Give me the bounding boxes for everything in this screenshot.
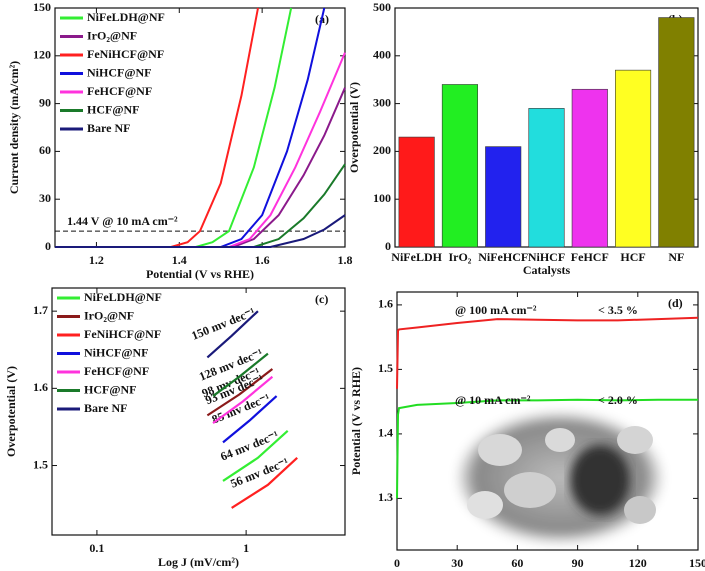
x-axis-label: Log J (mV/cm²): [158, 555, 239, 569]
annotation: < 2.0 %: [598, 393, 638, 407]
sem-grain: [624, 496, 656, 524]
data-line: [55, 7, 259, 248]
sem-grain: [545, 428, 575, 452]
x-tick-label: 1: [243, 541, 249, 555]
legend-label: FeHCF@NF: [87, 84, 152, 98]
sem-grain: [617, 426, 653, 454]
sem-grain: [504, 472, 556, 508]
x-axis-label: Catalysts: [523, 263, 571, 277]
data-line: [396, 398, 698, 499]
x-tick-label: NiHCF: [528, 250, 565, 264]
x-tick-label: IrO₂: [448, 250, 471, 264]
y-tick-label: 1.5: [378, 361, 393, 375]
y-axis-label: Overpotential (V): [347, 82, 361, 173]
sem-inset: [455, 410, 665, 545]
y-tick-label: 1.7: [33, 303, 48, 317]
y-tick-label: 120: [33, 48, 51, 62]
x-tick-label: NiFeLDH: [391, 250, 442, 264]
legend-label: Bare NF: [87, 121, 130, 135]
x-tick-label: 90: [572, 556, 584, 570]
plot-frame: [51, 287, 346, 536]
y-tick-label: 1.3: [378, 490, 393, 504]
legend-label: FeHCF@NF: [84, 364, 149, 378]
x-tick-label: 0: [394, 556, 400, 570]
legend-label: FeNiHCF@NF: [87, 47, 164, 61]
data-line: [212, 375, 274, 424]
y-tick-label: 1.6: [378, 297, 393, 311]
data-line: [396, 316, 699, 389]
x-tick-label: 150: [689, 556, 705, 570]
y-tick-label: 1.6: [33, 380, 48, 394]
y-tick-label: 0: [45, 239, 51, 253]
y-tick-label: 100: [373, 191, 391, 205]
x-tick-label: 0.1: [89, 541, 104, 555]
x-tick-label: 1.8: [338, 253, 353, 267]
data-line: [212, 352, 269, 397]
data-line: [206, 368, 274, 417]
x-tick-label: 120: [629, 556, 647, 570]
x-axis-label: Potential (V vs RHE): [146, 267, 254, 281]
panel-label: (c): [315, 292, 328, 306]
y-tick-label: 60: [39, 143, 51, 157]
bar: [658, 17, 695, 248]
x-tick-label: NF: [668, 250, 684, 264]
legend-label: FeNiHCF@NF: [84, 327, 161, 341]
x-tick-label: FeHCF: [571, 250, 609, 264]
annotation: @ 10 mA cm⁻²: [455, 393, 531, 407]
bar: [398, 136, 435, 248]
x-tick-label: 1.4: [172, 253, 187, 267]
slope-label: 150 mv dec⁻¹: [189, 304, 257, 342]
legend-label: IrO₂@NF: [87, 28, 137, 42]
x-tick-label: NiFeHCF: [478, 250, 528, 264]
legend-label: HCF@NF: [84, 382, 137, 396]
annotation: < 3.5 %: [598, 303, 638, 317]
bar: [441, 84, 478, 248]
bar: [528, 108, 565, 248]
y-tick-label: 1.5: [33, 457, 48, 471]
x-axis-label: Time (h): [525, 570, 569, 571]
x-tick-label: 1.2: [89, 253, 104, 267]
sem-pore: [570, 445, 630, 515]
y-tick-label: 90: [39, 95, 51, 109]
x-tick-label: 30: [451, 556, 463, 570]
y-axis-label: Potential (V vs RHE): [349, 367, 363, 475]
data-line: [222, 395, 278, 444]
annotation: @ 100 mA cm⁻²: [455, 303, 537, 317]
panel-label: (d): [668, 296, 683, 310]
y-tick-label: 300: [373, 95, 391, 109]
legend-label: NiHCF@NF: [87, 65, 152, 79]
y-axis-label: Overpotential (V): [4, 366, 18, 457]
y-tick-label: 400: [373, 48, 391, 62]
y-tick-label: 1.4: [378, 426, 393, 440]
y-axis-label: Current density (mA/cm²): [7, 61, 21, 194]
x-tick-label: 1.6: [255, 253, 270, 267]
sem-grain: [478, 434, 522, 466]
sem-grain: [467, 491, 503, 519]
y-tick-label: 0: [385, 239, 391, 253]
y-tick-label: 200: [373, 143, 391, 157]
data-line: [55, 214, 346, 248]
legend-label: NiHCF@NF: [84, 345, 149, 359]
data-line: [55, 163, 346, 248]
y-tick-label: 30: [39, 191, 51, 205]
x-tick-label: 60: [511, 556, 523, 570]
legend-label: NiFeLDH@NF: [87, 10, 165, 24]
legend-label: Bare NF: [84, 401, 127, 415]
bar: [485, 146, 522, 248]
data-line: [222, 429, 289, 482]
y-tick-label: 500: [373, 0, 391, 14]
legend-label: IrO₂@NF: [84, 308, 134, 322]
y-tick-label: 150: [33, 0, 51, 14]
legend-label: HCF@NF: [87, 102, 140, 116]
annotation: 1.44 V @ 10 mA cm⁻²: [67, 214, 178, 228]
data-line: [206, 310, 259, 359]
bar: [571, 88, 608, 248]
x-tick-label: HCF: [620, 250, 645, 264]
bar: [615, 69, 652, 248]
legend-label: NiFeLDH@NF: [84, 290, 162, 304]
data-line: [231, 457, 298, 509]
